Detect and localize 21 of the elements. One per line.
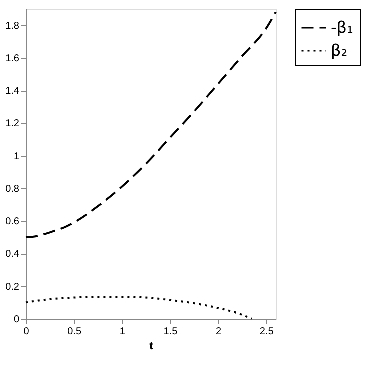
x-tick-label: 1.5 [164, 326, 178, 338]
y-tick-label: 0.6 [6, 216, 20, 228]
line-series [25, 11, 277, 238]
y-tick-label: 0.2 [6, 282, 20, 293]
x-tick-label: 0 [24, 326, 30, 338]
y-tick-label: 1 [14, 151, 20, 162]
legend-label: β₂ [331, 41, 348, 60]
y-tick-label: 0 [14, 314, 20, 326]
y-tick-label: 1.4 [6, 86, 20, 98]
x-axis-title: t [150, 340, 154, 352]
y-tick-label: 0.4 [6, 249, 20, 260]
x-tick-label: 2 [216, 326, 222, 338]
x-tick-label: 1 [120, 326, 126, 338]
legend-label: -β₁ [331, 18, 354, 37]
x-tick-label: 2.5 [260, 326, 274, 338]
y-tick-label: 1.6 [6, 53, 20, 64]
y-tick-label: 0.8 [6, 184, 20, 195]
line-series [25, 296, 253, 320]
x-tick-label: 0.5 [68, 326, 82, 338]
y-tick-label: 1.2 [6, 118, 20, 130]
y-tick-label: 1.8 [6, 20, 20, 32]
